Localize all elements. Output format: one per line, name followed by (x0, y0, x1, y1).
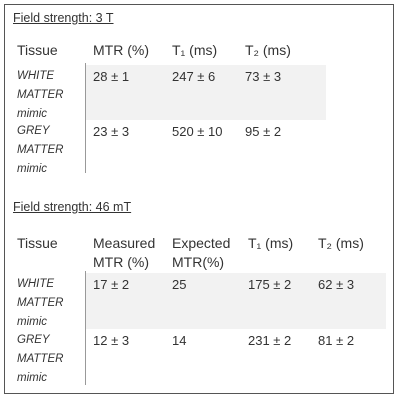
page: Field strength: 3 T Tissue MTR (%) T₁ (ms) T… (4, 4, 394, 394)
cell-value: 231 ± 2 (248, 333, 292, 348)
cell-value: 95 ± 2 (245, 124, 282, 139)
column-header: Measured MTR (%) (93, 235, 156, 270)
cell-value: 25 (172, 277, 187, 292)
column-header: Expected MTR(%) (172, 235, 231, 270)
cell-value: 73 ± 3 (245, 69, 282, 84)
cell-value: 62 ± 3 (318, 277, 355, 292)
column-header: T₁ (ms) (172, 42, 218, 58)
row-shade (86, 273, 386, 329)
cell-value: 520 ± 10 (172, 124, 223, 139)
cell-value: 14 (172, 333, 187, 348)
cell-value: 17 ± 2 (93, 277, 130, 292)
cell-value: 28 ± 1 (93, 69, 130, 84)
cell-value: 12 ± 3 (93, 333, 130, 348)
column-header: T₂ (ms) (245, 42, 291, 58)
cell-value: 81 ± 2 (318, 333, 355, 348)
column-header: Tissue (17, 235, 58, 251)
tissue-name: WHITE MATTER mimic (17, 278, 64, 328)
cell-value: 175 ± 2 (248, 277, 292, 292)
table-title: Field strength: 46 mT (13, 200, 132, 214)
column-header: T₂ (ms) (318, 235, 364, 251)
column-divider (85, 271, 86, 385)
cell-value: 247 ± 6 (172, 69, 216, 84)
row-shade (86, 65, 326, 120)
cell-value: 23 ± 3 (93, 124, 130, 139)
tissue-name: WHITE MATTER mimic (17, 70, 64, 120)
column-header: Tissue (17, 42, 58, 58)
tissue-name: GREY MATTER mimic (17, 334, 64, 384)
column-header: T₁ (ms) (248, 235, 294, 251)
table-title: Field strength: 3 T (13, 11, 114, 25)
tissue-name: GREY MATTER mimic (17, 125, 64, 175)
column-header: MTR (%) (93, 42, 149, 58)
column-divider (85, 63, 86, 173)
